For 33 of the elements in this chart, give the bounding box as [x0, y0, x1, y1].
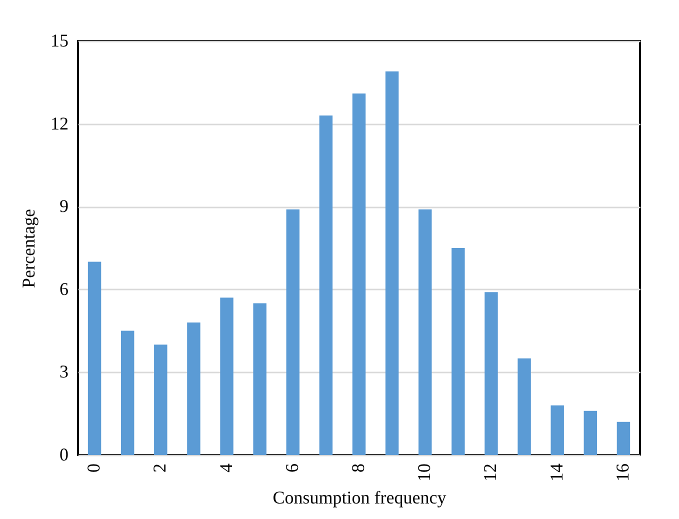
x-tick-label: 14 [546, 464, 566, 482]
x-tick-label: 16 [612, 464, 632, 482]
y-tick-label: 15 [50, 30, 68, 50]
bar [253, 303, 266, 455]
bar [385, 71, 399, 455]
bar [220, 298, 234, 455]
bar [319, 116, 333, 455]
bar [616, 422, 630, 455]
y-tick-label: 9 [60, 196, 68, 216]
bar [518, 358, 531, 455]
bar [550, 405, 564, 455]
x-tick-label: 8 [348, 464, 368, 472]
y-tick-label: 6 [60, 278, 68, 299]
y-tick-label: 12 [50, 113, 68, 134]
x-tick-label: 10 [414, 464, 434, 482]
x-tick-label: 4 [216, 464, 236, 472]
x-tick-label: 12 [480, 464, 500, 482]
bar [484, 292, 498, 455]
bar [286, 209, 300, 455]
y-axis-title: Percentage [18, 209, 38, 288]
bar [154, 344, 168, 455]
bar [452, 248, 465, 455]
x-tick-label: 2 [150, 464, 170, 472]
bar [187, 322, 200, 455]
bar [120, 330, 134, 455]
x-tick-label: 6 [282, 464, 302, 472]
bar [352, 93, 366, 455]
bar [88, 262, 102, 455]
bar [418, 209, 432, 455]
bar [584, 410, 598, 455]
x-axis-title: Consumption frequency [272, 488, 446, 508]
y-tick-label: 3 [60, 362, 68, 382]
x-tick-label: 0 [84, 464, 104, 472]
